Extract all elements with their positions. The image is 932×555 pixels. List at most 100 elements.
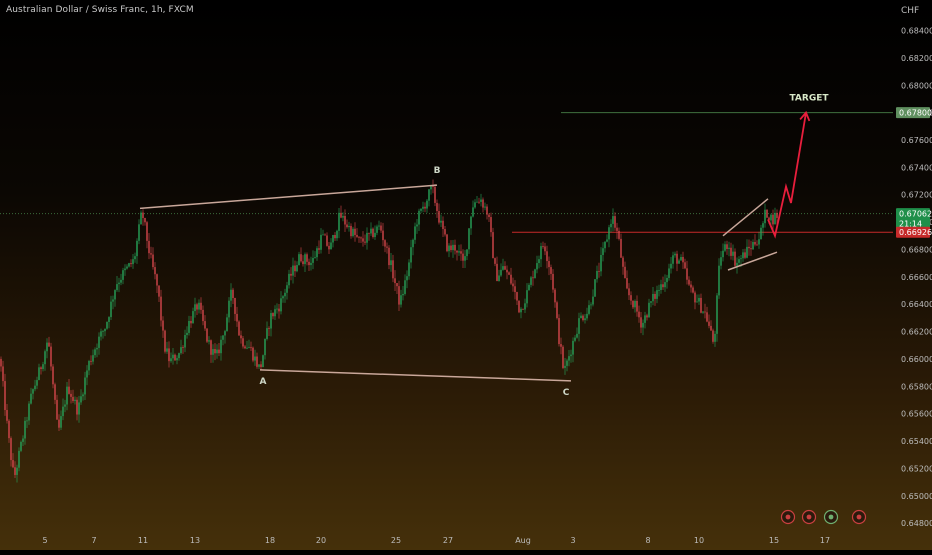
candle-body (268, 328, 270, 329)
candle-body (0, 358, 2, 367)
candle-body (564, 365, 566, 368)
candle-body (326, 235, 328, 246)
candle-body (308, 261, 310, 266)
candle-body (616, 227, 618, 231)
candle-body (530, 277, 532, 285)
candle-body (54, 384, 56, 400)
candle-body (612, 216, 614, 224)
candle-body (340, 212, 342, 218)
candle-body (206, 328, 208, 342)
candle-body (64, 404, 66, 407)
candle-body (70, 393, 72, 397)
candle-body (78, 402, 80, 415)
candle-body (648, 302, 650, 318)
candle-body (668, 268, 670, 278)
candle-body (122, 270, 124, 280)
price-axis: 0.68400 0.68200 0.68000 0.67800 0.67600 0.674… (901, 27, 932, 529)
candle-body (508, 272, 510, 275)
candle-body (504, 266, 506, 270)
candle-body (738, 259, 740, 263)
candle-body (512, 283, 514, 287)
candle-body (108, 317, 110, 322)
candle-body (132, 259, 134, 265)
target-label: TARGET (789, 94, 829, 104)
candle-body (676, 253, 678, 264)
candle-body (278, 308, 280, 312)
candle-body (286, 285, 288, 293)
candle-body (344, 215, 346, 225)
candle-body (646, 315, 648, 318)
target-price-label-bg (896, 107, 930, 119)
candle-body (498, 275, 500, 282)
candle-body (684, 262, 686, 269)
y-tick-label: 0.65600 (901, 410, 932, 419)
candle-body (180, 347, 182, 354)
candle-body (246, 347, 248, 349)
candle-body (220, 339, 222, 354)
candle-body (584, 318, 586, 321)
candle-body (204, 321, 206, 329)
candle-body (194, 304, 196, 312)
candle-body (178, 353, 180, 359)
candle-body (214, 349, 216, 354)
candle-body (266, 328, 268, 339)
candle-body (60, 416, 62, 428)
candle-body (2, 366, 4, 382)
candle-body (622, 257, 624, 267)
candle-body (334, 235, 336, 239)
event-icons (780, 509, 867, 525)
candle-body (252, 347, 254, 361)
candles (0, 179, 778, 483)
candle-body (314, 257, 316, 258)
candle-body (694, 292, 696, 303)
candle-body (412, 239, 414, 248)
candle-body (56, 399, 58, 420)
candle-body (242, 338, 244, 347)
candle-body (708, 321, 710, 326)
event-icon-dot (785, 514, 791, 520)
x-tick-label: 5 (42, 536, 47, 545)
candle-body (172, 354, 174, 359)
candle-body (404, 280, 406, 294)
event-icon-dot (806, 514, 812, 520)
candle-body (90, 360, 92, 362)
y-tick-label: 0.68000 (901, 81, 932, 90)
candle-body (408, 262, 410, 277)
candle-body (608, 227, 610, 240)
candle-body (88, 360, 90, 371)
candle-body (410, 247, 412, 263)
candle-body (506, 269, 508, 273)
candle-body (360, 237, 362, 239)
candle-body (670, 263, 672, 269)
candle-body (484, 206, 486, 208)
candle-body (526, 290, 528, 304)
candle-body (690, 284, 692, 288)
candle-body (460, 251, 462, 254)
candle-body (556, 302, 558, 319)
candle-body (80, 396, 82, 403)
candle-body (316, 248, 318, 258)
candle-body (158, 285, 160, 297)
candle-body (144, 217, 146, 223)
candle-body (34, 385, 36, 390)
candle-body (706, 312, 708, 322)
candle-body (716, 295, 718, 334)
candle-body (238, 321, 240, 336)
candle-body (776, 212, 778, 218)
candle-body (770, 214, 772, 221)
candle-body (438, 211, 440, 223)
candle-body (336, 230, 338, 239)
candle-body (752, 242, 754, 250)
candle-body (540, 246, 542, 260)
candle-body (400, 295, 402, 305)
candle-body (298, 254, 300, 266)
candle-body (510, 274, 512, 284)
candle-body (100, 331, 102, 337)
candle-body (142, 212, 144, 218)
candle-body (168, 348, 170, 362)
candle-body (536, 263, 538, 270)
candle-body (542, 246, 544, 247)
candle-body (114, 290, 116, 300)
